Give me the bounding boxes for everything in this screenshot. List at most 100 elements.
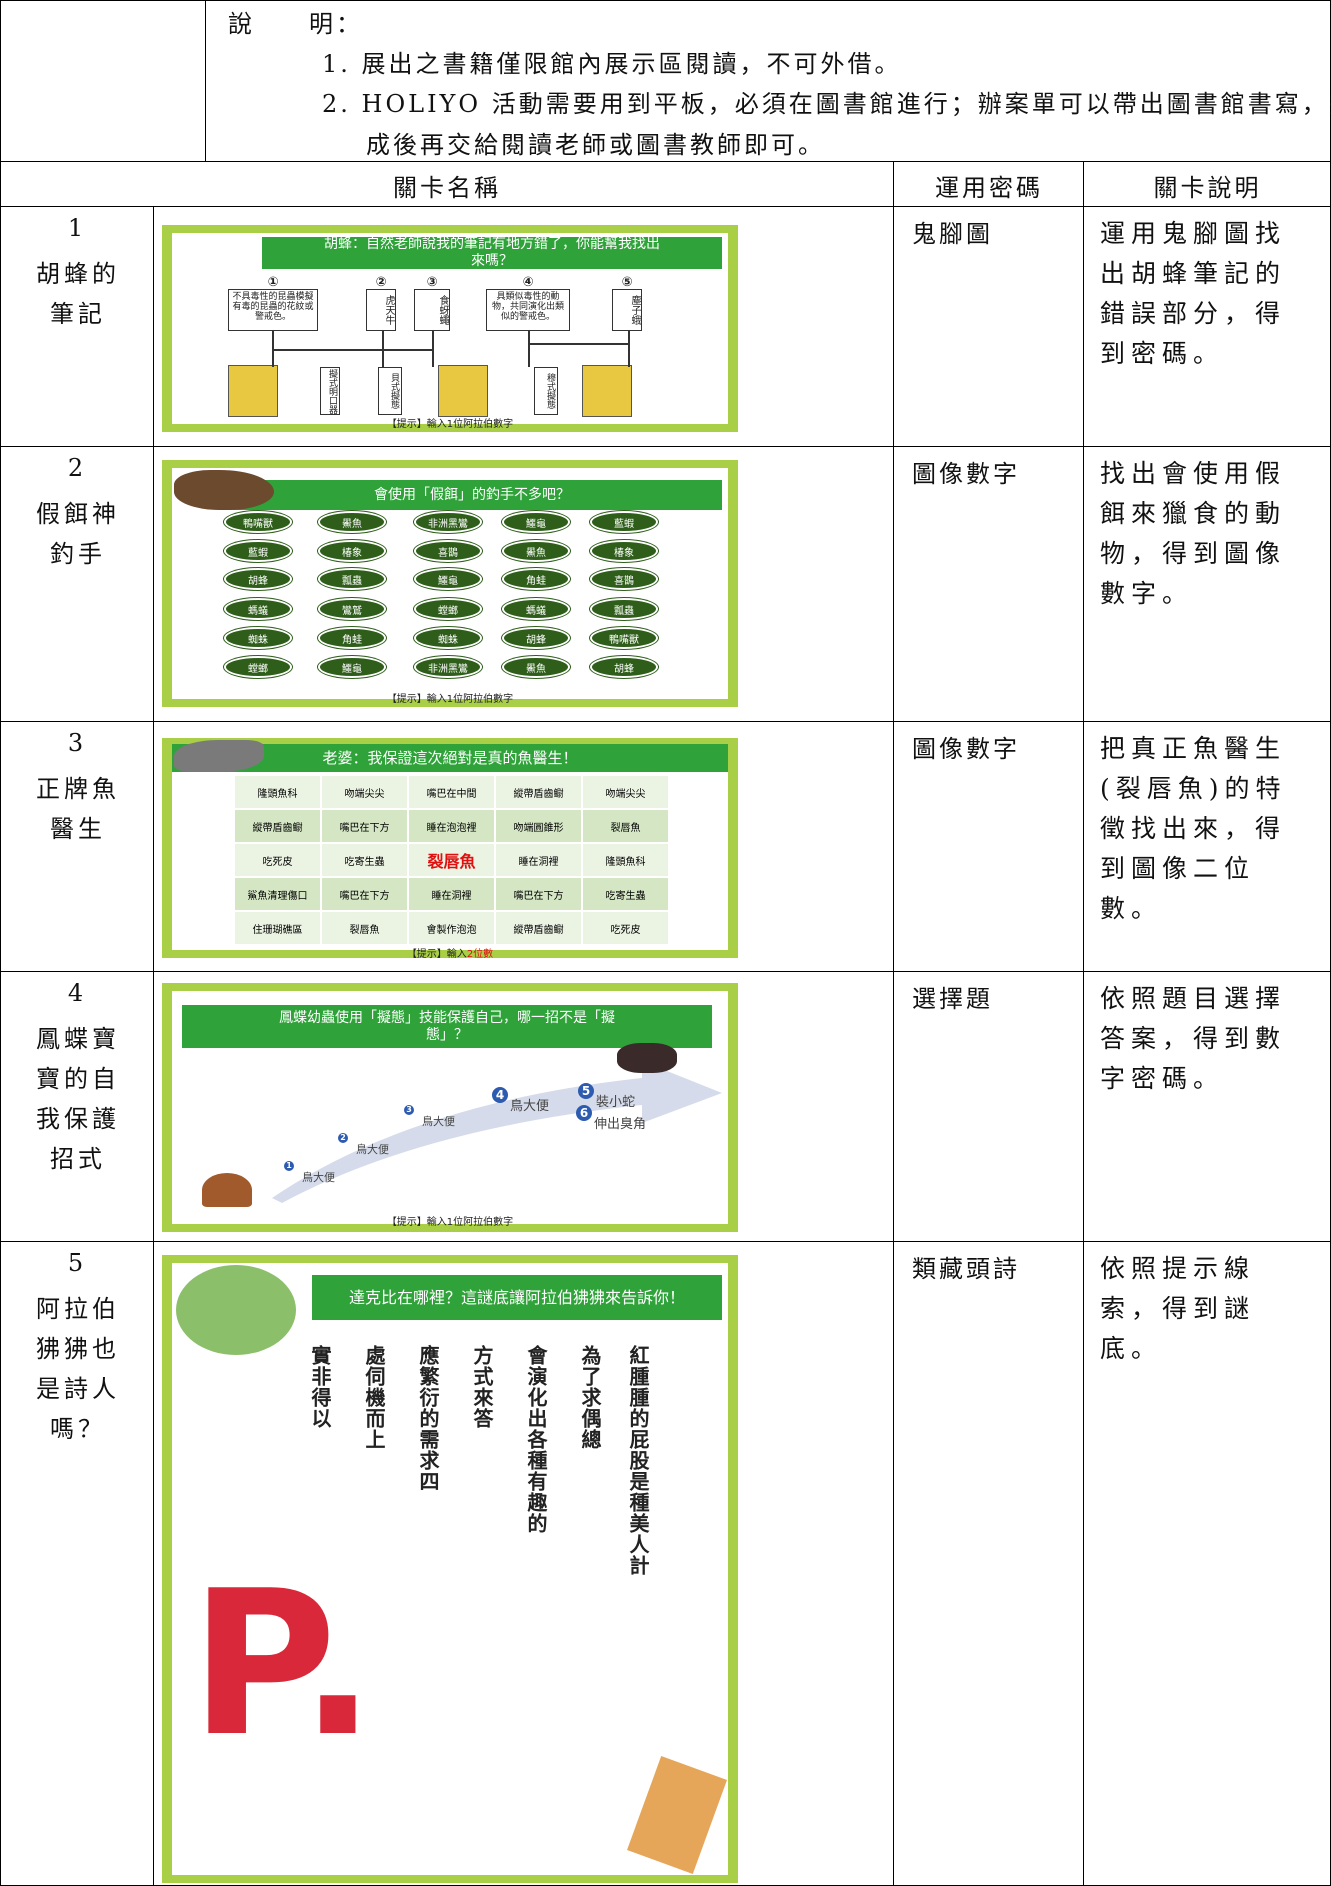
animal-option: 螞蟻 [224,598,292,620]
stage-name: 鳳蝶寶寶的自我保護招式 [36,1025,120,1173]
animal-option: 胡蜂 [502,627,570,649]
grid-cell: 隆頭魚科 [234,775,321,809]
code-type: 圖像數字 [912,460,1020,488]
animal-option: 鴨嘴獸 [224,511,292,533]
grid-cell: 吃死皮 [582,911,669,945]
box-text: 塵子蛾 [612,289,642,331]
slide-title: 胡蜂：自然老師說我的筆記有地方錯了，你能幫我找出來嗎？ [262,236,722,269]
box-text: 虎天牛 [366,289,396,331]
box-text: 不具毒性的昆蟲模擬有毒的昆蟲的花紋或警戒色。 [228,289,318,331]
row-cell [893,1241,1084,1886]
row-cell [0,446,154,722]
grid-cell: 鯊魚清理傷口 [234,877,321,911]
ladder-line [628,331,630,367]
logo-letter: P. [190,1548,376,1781]
code-type: 圖像數字 [912,735,1020,763]
grid-cell: 吃寄生蟲 [582,877,669,911]
grid-cell: 嘴巴在下方 [321,877,408,911]
box-number: ① [267,275,279,290]
slide-body [172,1263,728,1875]
animal-option: 鸞鷲 [318,598,386,620]
grid-cell: 嘴巴在中間 [408,775,495,809]
notes-left-cell [0,0,206,162]
animal-option: 瓢蟲 [590,598,658,620]
box-text: 食蚜蠅 [414,289,450,331]
animal-option: 鴨嘴獸 [590,627,658,649]
option-text: 伸出臭角 [594,1117,647,1132]
animal-option: 非洲黑鸞 [414,511,482,533]
option-number: 5 [578,1083,594,1099]
ladder-line [528,343,628,345]
grid-cell: 裂唇魚 [321,911,408,945]
grid-cell: 嘴巴在下方 [495,877,582,911]
box-number: ④ [522,275,534,290]
grid-cell: 隆頭魚科 [582,843,669,877]
ladder-label: 穆式擬態 [534,367,558,415]
option-number: 1 [284,1161,294,1171]
butterfly-picture [617,1043,677,1073]
animal-option: 鱟魚 [318,511,386,533]
animal-option: 喜鵲 [414,540,482,562]
stage-name: 正牌魚醫生 [36,775,120,843]
option-number: 4 [492,1087,508,1103]
grid-cell: 吻端圓錐形 [495,809,582,843]
animal-option: 螳螂 [414,598,482,620]
ladder-label: 擬式明口器 [320,367,340,415]
slide-image: 達克比在哪裡？這謎底讓阿拉伯狒狒來告訴你！ 實非得以 處伺機而上 應繁衍的需求四 方式來… [162,1255,738,1883]
stage-number: 4 [67,979,87,1007]
stage-number: 2 [67,454,87,482]
slide-image: 胡蜂：自然老師說我的筆記有地方錯了，你能幫我找出來嗎？ ① 不具毒性的昆蟲模擬有毒的… [162,225,738,432]
description: 運用鬼腳圖找出胡蜂筆記的錯誤部分，得到密碼。 [1100,219,1287,368]
animal-option: 藍蝦 [224,540,292,562]
animal-option: 鱟魚 [502,540,570,562]
grid-cell: 裂唇魚 [582,809,669,843]
ladder-line [432,331,434,367]
option-text: 鳥大便 [510,1099,550,1114]
header: 關卡說明 [1153,174,1262,202]
grid-cell: 會製作泡泡 [408,911,495,945]
grid-cell: 縱帶盾齒鳚 [495,775,582,809]
stage-number: 5 [67,1249,87,1277]
animal-option: 藍蝦 [590,511,658,533]
arrow-graphic [272,1061,722,1203]
stage-number: 3 [67,729,87,757]
code-type: 鬼腳圖 [912,220,993,248]
animal-option: 胡蜂 [590,656,658,678]
grid-cell: 吃死皮 [234,843,321,877]
leaf-picture [176,1265,296,1355]
option-number: 3 [404,1105,414,1115]
option-number: 6 [576,1105,592,1121]
grid-cell: 吻端尖尖 [582,775,669,809]
option-text: 鳥大便 [422,1115,455,1128]
grid-cell: 縱帶盾齒鳚 [234,809,321,843]
slide-title: 鳳蝶幼蟲使用「擬態」技能保護自己，哪一招不是「擬態」？ [182,1005,712,1048]
note-item: 1. 展出之書籍僅限館內展示區閱讀，不可外借。 [322,50,902,78]
grid-cell: 縱帶盾齒鳚 [495,911,582,945]
animal-option: 鱟魚 [502,656,570,678]
slide-image: 會使用「假餌」的釣手不多吧？ 鴨嘴獸 鱟魚 非洲黑鸞 鱷龜 藍蝦 藍蝦 椿象 喜鵲 鱟魚 椿象 胡蜂瓢… [162,460,738,707]
note-item: 2. HOLIYO 活動需要用到平板，必須在圖書館進行；辦案單可以帶出圖書館書寫… [322,90,1331,159]
slide-hint: 【提示】輸入1位阿拉伯數字 [386,419,514,430]
hint-text: 【提示】輸入 [406,949,467,958]
ladder-line [528,331,530,367]
poem-column: 處伺機而上 [362,1345,386,1450]
animal-option: 角蛙 [318,627,386,649]
slide-hint: 【提示】輸入2位數 [162,945,738,958]
insect-picture [438,365,488,417]
slide-image: 鳳蝶幼蟲使用「擬態」技能保護自己，哪一招不是「擬態」？ 1 鳥大便 2 鳥大便 3 鳥大便 4… [162,983,738,1232]
option-number: 2 [338,1133,348,1143]
option-text: 鳥大便 [356,1143,389,1156]
description: 依照題目選擇答案，得到數字密碼。 [1100,984,1287,1093]
header: 運用密碼 [935,174,1043,202]
stage-name: 阿拉伯狒狒也是詩人嗎？ [36,1295,120,1443]
grid-cell: 嘴巴在下方 [321,809,408,843]
animal-option: 螞蟻 [502,598,570,620]
option-text: 裝小蛇 [596,1095,636,1110]
animal-option: 蜘蛛 [414,627,482,649]
description: 把真正魚醫生(裂唇魚)的特徵找出來，得到圖像二位數。 [1100,734,1287,923]
notes-label: 說 明： [228,10,363,38]
fish-picture [174,470,274,510]
grid-cell: 睡在洞裡 [495,843,582,877]
grid-cell: 睡在洞裡 [408,877,495,911]
animal-option: 角蛙 [502,568,570,590]
